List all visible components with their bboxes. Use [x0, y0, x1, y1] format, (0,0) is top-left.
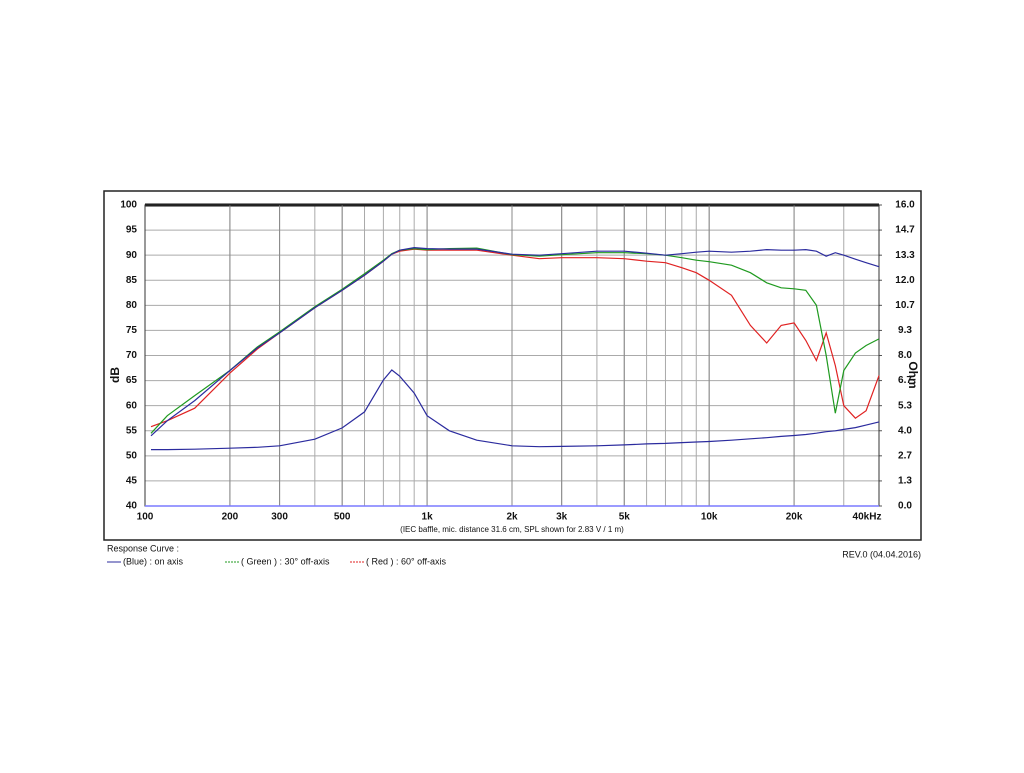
y-tick-label: 95 [126, 225, 138, 236]
y2-axis-label: Ohm [906, 361, 920, 388]
x-tick-label: 5k [619, 512, 631, 523]
series-line [150, 248, 880, 428]
x-tick-label: 200 [222, 512, 239, 523]
y-tick-label: 100 [120, 200, 137, 211]
x-tick-label: 3k [556, 512, 568, 523]
y2-tick-label: 12.0 [895, 275, 915, 286]
x-axis-caption: (IEC baffle, mic. distance 31.6 cm, SPL … [400, 525, 624, 534]
y2-tick-label: 13.3 [895, 250, 915, 261]
series-line [151, 369, 880, 451]
y-tick-label: 60 [126, 400, 138, 411]
y-tick-label: 75 [126, 325, 138, 336]
series-line [150, 247, 880, 434]
frame [103, 190, 922, 541]
y2-tick-label: 16.0 [895, 200, 915, 211]
y-tick-label: 65 [126, 375, 138, 386]
x-tick-label: 1k [422, 512, 434, 523]
x-tick-label: 300 [271, 512, 288, 523]
x-tick-label: 40kHz [853, 512, 882, 523]
y-tick-label: 50 [126, 450, 138, 461]
series-line [150, 246, 880, 437]
y2-tick-label: 8.0 [898, 350, 912, 361]
y-tick-label: 40 [126, 501, 138, 512]
y-tick-label: 55 [126, 425, 138, 436]
x-tick-label: 100 [137, 512, 154, 523]
x-tick-label: 10k [701, 512, 718, 523]
revision: REV.0 (04.04.2016) [842, 549, 921, 559]
y2-tick-label: 2.7 [898, 450, 912, 461]
y2-tick-label: 14.7 [895, 225, 915, 236]
y2-tick-label: 4.0 [898, 425, 912, 436]
y-tick-label: 85 [126, 275, 138, 286]
legend-label: ( Red ) : 60° off-axis [366, 556, 446, 566]
y2-tick-label: 9.3 [898, 325, 912, 336]
y-tick-label: 70 [126, 350, 138, 361]
x-tick-label: 500 [334, 512, 351, 523]
legend-title: Response Curve : [107, 543, 179, 553]
y2-tick-label: 5.3 [898, 400, 912, 411]
y2-tick-label: 6.7 [898, 375, 912, 386]
y2-tick-label: 10.7 [895, 300, 915, 311]
x-tick-label: 20k [786, 512, 803, 523]
y2-tick-label: 0.0 [898, 501, 912, 512]
y2-tick-label: 1.3 [898, 476, 912, 487]
y-tick-label: 80 [126, 300, 138, 311]
x-tick-label: 2k [506, 512, 518, 523]
y-axis-label: dB [108, 367, 122, 383]
legend-label: ( Green ) : 30° off-axis [241, 556, 330, 566]
y-tick-label: 90 [126, 250, 138, 261]
legend-label: (Blue) : on axis [123, 556, 184, 566]
y-tick-label: 45 [126, 476, 138, 487]
